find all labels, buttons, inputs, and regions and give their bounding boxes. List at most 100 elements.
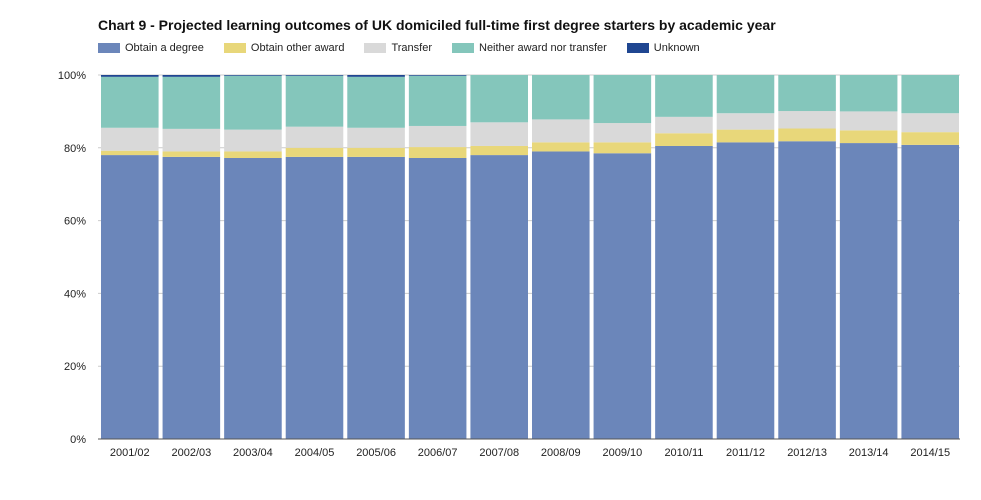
bar-segment [162, 75, 221, 77]
x-tick-label: 2013/14 [849, 447, 889, 459]
bar-segment [839, 130, 898, 144]
bar-segment [101, 150, 159, 156]
bar-segment [716, 75, 775, 114]
bar-segment [101, 76, 159, 128]
bar-segment [224, 157, 282, 439]
bar-segment [347, 156, 405, 439]
bar-segment [593, 142, 652, 154]
bar-segment [839, 75, 898, 112]
bar-segment [532, 151, 590, 439]
bar-segment [839, 111, 898, 131]
bar-segment [285, 75, 344, 76]
bar-segment [347, 127, 405, 148]
bar-segment [470, 75, 528, 123]
y-tick-label: 20% [64, 361, 86, 373]
bar-segment [778, 141, 836, 440]
legend-swatch [223, 43, 246, 53]
bar-segment [224, 129, 282, 152]
bar-segment [778, 111, 836, 129]
bar-segment [224, 151, 282, 158]
y-tick-label: 60% [64, 216, 86, 228]
bar-segment [408, 75, 467, 76]
bar-segment [532, 142, 590, 152]
bar-segment [408, 125, 467, 148]
bar-segment [532, 119, 590, 143]
bar-segment [408, 157, 467, 439]
legend-label: Obtain a degree [125, 42, 204, 54]
x-tick-label: 2008/09 [541, 447, 581, 459]
bar-segment [162, 151, 221, 157]
y-tick-label: 0% [70, 434, 86, 446]
legend-label: Transfer [391, 42, 432, 54]
bar-segment [901, 113, 959, 133]
bar-segment [470, 155, 528, 439]
bar-segment [532, 75, 590, 120]
bar-segment [778, 75, 836, 112]
x-tick-label: 2003/04 [233, 447, 273, 459]
bar-segment [285, 75, 344, 127]
bar-segment [101, 155, 159, 439]
bar-segment [593, 123, 652, 143]
bar-segment [593, 75, 652, 124]
bar-segment [101, 75, 159, 77]
bar-segment [101, 127, 159, 151]
bar-segment [224, 75, 282, 130]
bar-segment [285, 156, 344, 439]
bar-segment [655, 145, 713, 440]
x-tick-label: 2012/13 [787, 447, 827, 459]
bar-segment [408, 75, 467, 126]
bar-segment [224, 75, 282, 76]
y-tick-label: 80% [64, 143, 86, 155]
legend-label: Neither award nor transfer [479, 42, 607, 54]
x-tick-label: 2006/07 [418, 447, 458, 459]
x-tick-label: 2002/03 [171, 447, 211, 459]
bar-segment [716, 142, 775, 439]
y-tick-label: 100% [58, 70, 86, 82]
x-tick-label: 2001/02 [110, 447, 150, 459]
bar-segment [347, 147, 405, 157]
bar-segment [901, 144, 959, 439]
legend-item: Neither award nor transfer [452, 42, 607, 54]
legend-swatch [626, 43, 649, 53]
bar-segment [655, 116, 713, 134]
bar-segment [901, 75, 959, 114]
bar-segment [162, 128, 221, 152]
bar-segment [839, 143, 898, 439]
legend-label: Obtain other award [250, 42, 345, 54]
bar-segment [285, 126, 344, 148]
bar-segment [470, 145, 528, 156]
bar-segment [408, 147, 467, 158]
bar-segment [655, 75, 713, 117]
bar-segment [778, 128, 836, 142]
x-tick-label: 2004/05 [295, 447, 335, 459]
legend-item: Obtain a degree [98, 42, 204, 54]
bar-segment [285, 147, 344, 157]
bar-segment [470, 122, 528, 146]
bar-segment [347, 76, 405, 128]
bar-segment [162, 156, 221, 439]
legend-swatch [452, 43, 474, 53]
bar-segment [593, 153, 652, 439]
legend-item: Unknown [626, 42, 700, 54]
x-tick-label: 2009/10 [602, 447, 642, 459]
y-tick-label: 40% [64, 288, 86, 300]
legend-item: Transfer [364, 42, 432, 54]
legend-swatch [364, 43, 387, 53]
x-tick-label: 2010/11 [664, 447, 703, 459]
x-tick-label: 2007/08 [479, 447, 519, 459]
bar-segment [716, 113, 775, 130]
legend-item: Obtain other award [223, 42, 345, 54]
x-tick-label: 2014/15 [910, 447, 950, 459]
x-tick-label: 2005/06 [356, 447, 396, 459]
legend-label: Unknown [653, 42, 700, 54]
bar-segment [655, 133, 713, 146]
bar-segment [716, 129, 775, 143]
bar-segment [162, 76, 221, 129]
chart-title: Chart 9 - Projected learning outcomes of… [98, 17, 776, 33]
legend-swatch [98, 43, 120, 53]
x-tick-label: 2011/12 [726, 447, 765, 459]
bar-segment [347, 75, 405, 77]
chart-legend: Obtain a degree Obtain other award Transfe… [98, 40, 720, 56]
